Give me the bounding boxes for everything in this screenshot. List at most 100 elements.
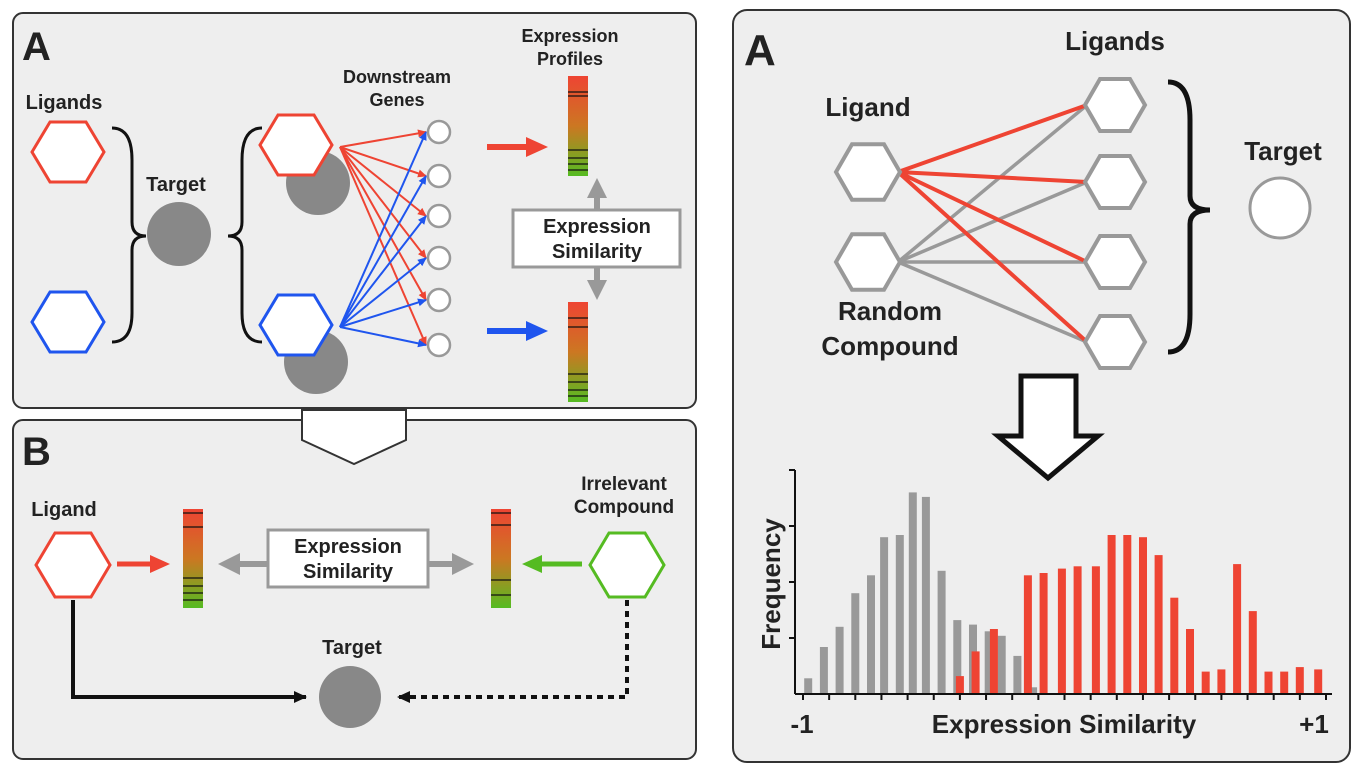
similarity-box [511, 208, 682, 269]
blue-gene-arrow [339, 175, 427, 328]
random-edge [896, 103, 1089, 264]
histogram-bar-ligand [1023, 575, 1032, 694]
target-label-right: Target [1244, 136, 1322, 166]
profiles-label-line1: Expression [521, 26, 618, 46]
ligands-hexagon [1082, 77, 1148, 133]
target-circle-right [1248, 176, 1312, 240]
ligand-edge [896, 170, 1089, 344]
histogram-bar-random [921, 496, 930, 694]
histogram-bar-random [804, 678, 813, 694]
red-gene-arrow [339, 146, 427, 346]
expression-profile-bottom [568, 302, 588, 402]
similarity-box-b [266, 528, 430, 589]
panel-a: A Ligands Target Downstream Genes Expres… [12, 12, 697, 409]
histogram-bar-ligand [1073, 566, 1082, 694]
histogram-bar-random [851, 593, 860, 694]
histogram-bar-ligand [989, 629, 998, 694]
red-gene-arrow [339, 146, 427, 259]
target-label-b: Target [322, 637, 382, 659]
histogram-bar-random [984, 631, 993, 694]
histogram-bar-random [937, 570, 946, 694]
panel-right: A Ligands Ligand Target Random Compound … [732, 9, 1351, 763]
down-arrow [991, 373, 1105, 482]
histogram-bar-ligand [1314, 669, 1323, 694]
target-brace [227, 126, 263, 344]
downstream-gene-node [426, 203, 452, 229]
x-axis-ticks [802, 694, 1327, 700]
histogram-bar-ligand [1248, 611, 1257, 694]
random-compound-hexagon [833, 232, 903, 292]
panel-right-letter: A [744, 26, 776, 75]
histogram-bar-random [819, 647, 828, 694]
target-circle [147, 202, 211, 266]
x-tick-label-max: +1 [1299, 709, 1329, 739]
random-edge [897, 260, 1088, 344]
panel-a-frame [12, 12, 697, 409]
irrelevant-profile-b [491, 509, 511, 608]
blue-gene-arrow [339, 131, 427, 328]
ligand-label-right: Ligand [825, 92, 910, 122]
ligand-to-profile-arrow [117, 555, 170, 573]
histogram-bar-random [867, 575, 875, 694]
random-edge [897, 180, 1088, 264]
ligands-brace [111, 126, 147, 344]
ligand-hexagon-right [833, 142, 903, 202]
histogram-bar-ligand [1217, 669, 1226, 694]
histogram-bar-random [997, 635, 1006, 694]
panel-b-letter: B [22, 430, 51, 474]
downstream-gene-node [426, 287, 452, 313]
irrelevant-to-profile-arrow [522, 555, 582, 573]
histogram-bar-ligand [1233, 564, 1242, 694]
histogram-bar-random [895, 535, 904, 694]
blue-profile-arrow [487, 321, 548, 341]
irrelevant-label-line2: Compound [574, 497, 674, 518]
ligand-edge [897, 170, 1088, 184]
red-gene-arrow [339, 146, 427, 301]
red-gene-arrows [339, 129, 427, 346]
histogram-bar-ligand [955, 676, 964, 694]
profiles-label-line2: Profiles [537, 49, 603, 69]
similarity-b-line2: Similarity [303, 561, 394, 583]
histogram-bar-random [1013, 655, 1022, 694]
downstream-gene-node [426, 245, 452, 271]
histogram-bar-ligand [1295, 667, 1304, 694]
expression-profile-top [568, 76, 588, 176]
histogram-bar-ligand [1170, 597, 1179, 694]
target-label: Target [146, 174, 206, 196]
blue-gene-arrow [339, 298, 427, 328]
panel-a-letter: A [22, 25, 51, 69]
downstream-gene-node [426, 119, 452, 145]
histogram-bar-ligand [1057, 568, 1066, 694]
similarity-label-line2: Similarity [552, 241, 643, 263]
blue-ligand-hexagon [30, 290, 106, 354]
ligand-profile-b [183, 509, 203, 608]
x-tick-label-min: -1 [790, 709, 813, 739]
red-gene-arrow [339, 146, 427, 178]
histogram-bar-random [835, 626, 844, 694]
blue-gene-arrow [339, 215, 427, 328]
similarity-b-line1: Expression [294, 536, 402, 558]
y-axis-ticks [789, 469, 795, 639]
histogram-bar-ligand [1107, 535, 1116, 694]
histogram-bar-random [953, 620, 962, 694]
ligand-hexagon-b [34, 531, 112, 599]
x-axis-label: Expression Similarity [932, 709, 1197, 739]
downstream-genes [426, 119, 452, 358]
expression-similarity-histogram: -1 +1 Expression Similarity Frequency [756, 469, 1332, 739]
histogram-bar-random [880, 537, 889, 694]
blue-gene-arrows [339, 131, 427, 348]
histogram-bar-ligand [1091, 566, 1100, 694]
red-gene-arrow [339, 129, 427, 148]
histogram-bar-ligand [1139, 537, 1147, 694]
histogram-bar-ligand [1154, 555, 1163, 694]
ligands-hexagon [1082, 314, 1148, 370]
ligands-label: Ligands [26, 92, 103, 114]
red-gene-arrow [339, 146, 427, 217]
random-label-line1: Random [838, 296, 942, 326]
histogram-bar-ligand [1264, 671, 1273, 694]
ligand-binds-target-arrow [71, 600, 307, 703]
histogram-bar-ligand [971, 651, 980, 694]
ligands-brace-right [1167, 79, 1211, 355]
downstream-gene-node [426, 332, 452, 358]
